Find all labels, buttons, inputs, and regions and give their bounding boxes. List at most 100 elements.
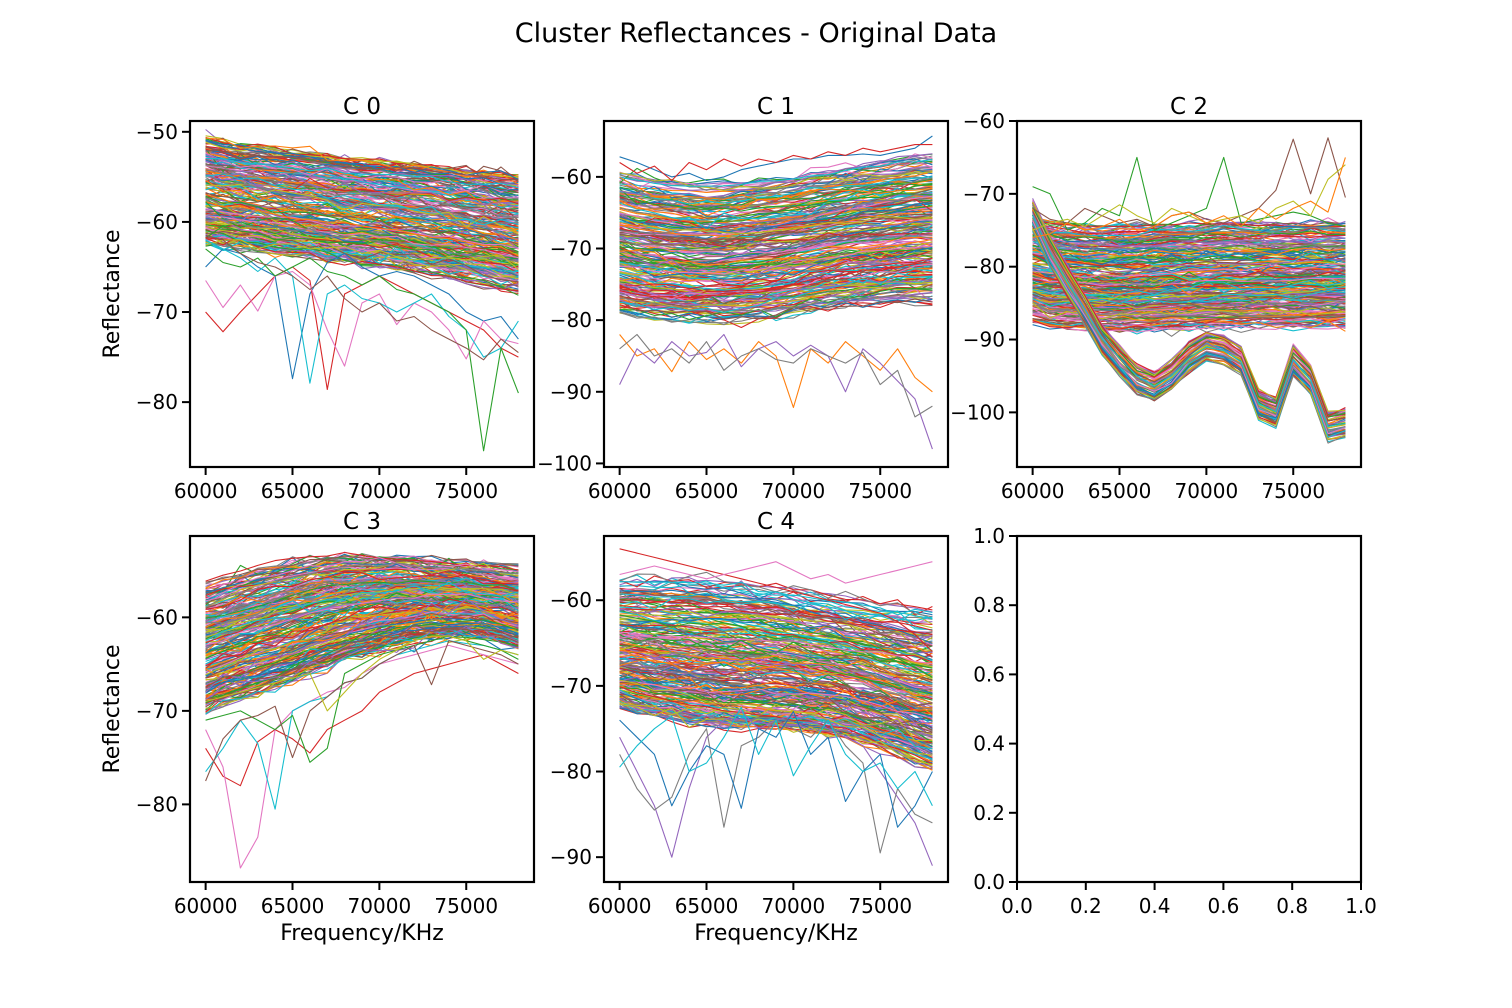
series-line	[205, 627, 519, 689]
series-line	[205, 163, 519, 188]
series-line	[619, 686, 933, 765]
series-line	[205, 598, 519, 667]
series-line	[619, 159, 933, 187]
series-line	[205, 606, 519, 656]
series-line	[1032, 237, 1346, 249]
y-tick-label: −50	[136, 120, 178, 144]
series-line	[619, 213, 933, 243]
y-axis-label: Reflectance	[100, 229, 125, 358]
series-line	[205, 173, 519, 205]
y-tick-label: −80	[136, 792, 178, 816]
series-line	[619, 171, 933, 191]
y-tick-label: −80	[963, 255, 1005, 279]
series-line	[205, 571, 519, 610]
y-tick-label: −60	[550, 588, 592, 612]
series-line	[205, 584, 519, 644]
series-line	[205, 581, 519, 641]
axes-frame	[602, 534, 950, 884]
subplot-title: C 4	[757, 509, 795, 535]
y-tick-label: −80	[136, 390, 178, 414]
series-line	[1032, 263, 1346, 279]
series-line	[619, 671, 933, 722]
series-line	[619, 234, 933, 252]
subplot-c2: 60000 65000 70000 75000 −100 −90 −80 −70 −60 C 2	[950, 94, 1363, 503]
subplot-title: C 3	[343, 509, 381, 535]
series-line	[205, 175, 519, 240]
series-line	[619, 671, 933, 716]
y-tick-label: −70	[550, 237, 592, 261]
x-axis-label: Frequency/KHz	[280, 921, 444, 946]
series-line	[619, 288, 933, 326]
series-line	[1032, 229, 1346, 444]
series-line	[205, 195, 519, 253]
series-line	[205, 587, 519, 624]
outlier-line	[619, 548, 933, 652]
series-line	[619, 634, 933, 695]
series-line	[619, 606, 933, 654]
series-line	[205, 551, 519, 582]
series-line	[619, 260, 933, 299]
series-line	[619, 263, 933, 300]
axes-frame	[1015, 119, 1363, 469]
series-line	[619, 590, 933, 647]
series-line	[619, 270, 933, 299]
y-tick-label: −70	[136, 699, 178, 723]
series-line	[619, 177, 933, 212]
series-line	[205, 566, 519, 602]
y-tick-label: 0.8	[973, 593, 1005, 617]
outlier-line	[619, 561, 933, 584]
series-line	[619, 659, 933, 697]
series-line	[619, 298, 933, 320]
subplot-c1: 60000 65000 70000 75000 −100 −90 −80 −70 −60 C 1	[537, 94, 950, 503]
series-line	[619, 238, 933, 266]
series-line	[205, 201, 519, 257]
x-tick-label: 75000	[848, 894, 912, 918]
series-line	[619, 671, 933, 707]
series-line	[619, 598, 933, 636]
subplot-c3: 60000 65000 70000 75000 −80 −70 −60 C 3 Frequenc…	[100, 509, 536, 946]
series-line	[1032, 251, 1346, 265]
x-tick-label: 70000	[348, 894, 412, 918]
series-line	[619, 257, 933, 299]
series-line	[619, 184, 933, 210]
x-tick-label: 65000	[675, 894, 739, 918]
series-line	[619, 190, 933, 235]
series-line	[205, 619, 519, 704]
y-tick-label: 0.4	[973, 732, 1005, 756]
y-tick-label: −60	[550, 165, 592, 189]
series-line	[619, 583, 933, 619]
series-line	[619, 247, 933, 272]
series-line	[619, 679, 933, 718]
axes-frame	[188, 534, 536, 884]
series-line	[205, 164, 519, 228]
subplot-c4: 60000 65000 70000 75000 −90 −80 −70 −60 C 4 Frequ…	[550, 509, 950, 946]
subplot-title: C 2	[1170, 94, 1208, 120]
series-line	[205, 231, 519, 283]
y-tick-label: −80	[550, 308, 592, 332]
series-line	[205, 136, 519, 191]
subplot-c0: 60000 65000 70000 75000 −80 −70 −60 −50 C 0 Refle…	[100, 94, 536, 503]
series-line	[1032, 258, 1346, 273]
series-line	[619, 606, 933, 674]
series-line	[205, 611, 519, 673]
outlier-line	[1032, 164, 1346, 231]
x-tick-label: 0.2	[1070, 894, 1102, 918]
series-line	[619, 217, 933, 245]
series-line	[619, 224, 933, 266]
x-tick-label: 0.6	[1207, 894, 1239, 918]
series-line	[205, 193, 519, 233]
series-line	[619, 176, 933, 201]
series-line	[1032, 215, 1346, 427]
y-tick-label: −100	[537, 451, 592, 475]
series-line	[619, 272, 933, 314]
outlier-line	[205, 248, 519, 380]
series-line	[619, 195, 933, 236]
series-line	[619, 634, 933, 665]
series-line	[1032, 289, 1346, 307]
y-tick-label: −90	[550, 845, 592, 869]
series-line	[205, 556, 519, 585]
series-line	[205, 578, 519, 624]
x-tick-label: 0.4	[1139, 894, 1171, 918]
series-line	[1032, 229, 1346, 247]
outlier-line	[619, 334, 933, 409]
